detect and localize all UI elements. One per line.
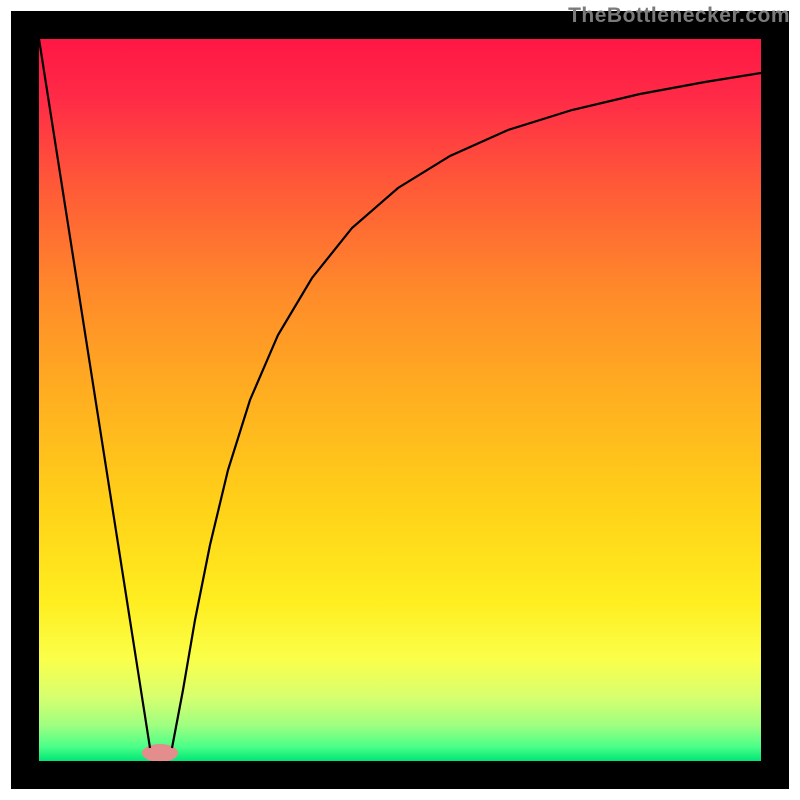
bottleneck-chart [0, 0, 800, 800]
chart-container: TheBottlenecker.com [0, 0, 800, 800]
heat-gradient-background [39, 39, 761, 761]
watermark-text: TheBottlenecker.com [568, 4, 790, 28]
